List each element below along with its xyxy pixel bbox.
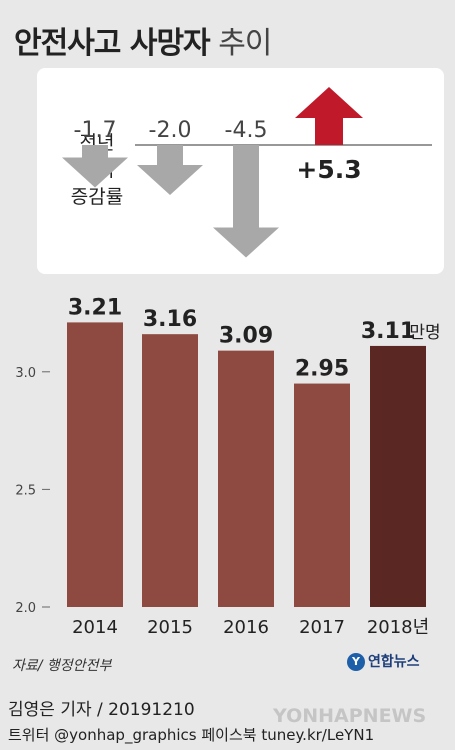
page-title: 안전사고 사망자 추이 — [14, 18, 272, 62]
yoy-value: -4.5 — [225, 118, 268, 143]
arrow-down-icon — [62, 145, 128, 188]
x-tick-label: 2015 — [147, 617, 193, 638]
y-tick-label: 3.0 — [15, 366, 36, 381]
bar — [370, 345, 426, 607]
y-tick-label: 2.0 — [15, 601, 36, 616]
bar-value-label: 3.09 — [219, 324, 273, 349]
yonhap-logo: Y 연합뉴스 — [347, 651, 420, 671]
bar-value-label: 2.95 — [295, 357, 349, 382]
source-note: 자료/ 행정안전부 — [12, 658, 112, 674]
yoy-value: -2.0 — [149, 118, 192, 143]
yonhap-logo-icon: Y — [347, 653, 365, 671]
bar — [218, 350, 274, 607]
x-tick-label: 2014 — [72, 617, 118, 638]
bar-chart: -1.7 -2.0 -4.5 +5.3 3.0 2.5 2.0 3.21 2014 3.16 201… — [15, 87, 441, 638]
x-tick-label: 2018년 — [367, 617, 429, 638]
arrow-down-icon — [213, 145, 279, 258]
arrow-down-icon — [137, 145, 203, 195]
byline: 김영은 기자 / 20191210 — [8, 700, 195, 720]
bar-value-label: 3.21 — [68, 295, 122, 320]
yoy-value: -1.7 — [74, 118, 117, 143]
bar-value-label: 3.16 — [143, 307, 197, 332]
bar — [294, 383, 350, 607]
social-links: 트위터 @yonhap_graphics 페이스북 tuney.kr/LeYN1 — [8, 726, 375, 744]
yoy-label-line: 증감률 — [70, 186, 124, 208]
title-suffix: 추이 — [218, 26, 272, 61]
yoy-value: +5.3 — [296, 155, 361, 184]
logo-text: 연합뉴스 — [368, 654, 420, 670]
bar — [67, 322, 123, 607]
unit-label: 만명 — [409, 323, 440, 343]
x-tick-label: 2017 — [299, 617, 345, 638]
bar — [142, 334, 198, 607]
y-tick-label: 2.5 — [15, 483, 36, 498]
arrow-up-icon — [295, 87, 363, 145]
watermark: YONHAPNEWS — [273, 705, 427, 727]
x-tick-label: 2016 — [223, 617, 269, 638]
bar-value-label: 3.11 — [361, 319, 415, 344]
title-main: 안전사고 사망자 — [14, 26, 211, 61]
